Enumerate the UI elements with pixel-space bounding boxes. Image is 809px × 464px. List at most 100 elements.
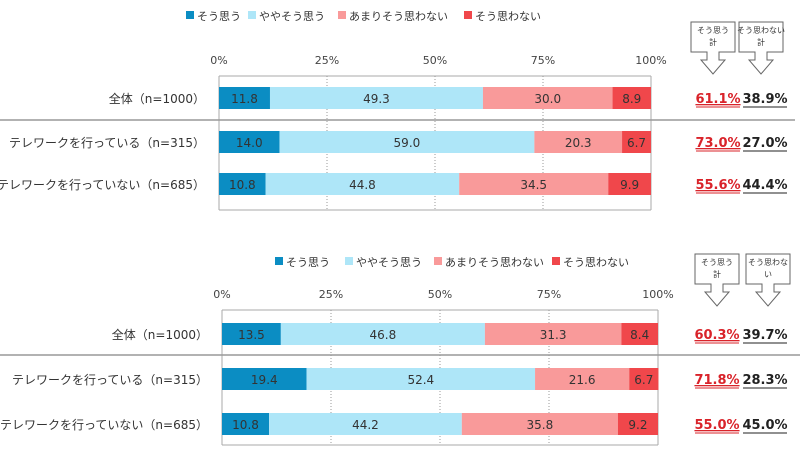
- bar-segment: [279, 131, 535, 153]
- bar-segment: [534, 131, 623, 153]
- summary-header-label: そう思わな: [748, 258, 788, 267]
- x-tick-label: 25%: [315, 54, 339, 67]
- category-label: テレワークを行っていない（n=685）: [0, 178, 205, 192]
- x-tick-label: 25%: [319, 288, 343, 301]
- bar-value-label: 59.0: [394, 136, 421, 150]
- bar-segment: [265, 173, 460, 195]
- down-arrow-callout-icon: [745, 253, 791, 307]
- bar-value-label: 9.2: [628, 418, 647, 432]
- legend-label: あまりそう思わない: [349, 10, 448, 23]
- x-tick-label: 75%: [531, 54, 555, 67]
- summary-header-label: そう思う: [701, 258, 733, 267]
- agree-total-value: 55.6%: [695, 178, 740, 193]
- bar-value-label: 31.3: [540, 328, 567, 342]
- bar-value-label: 10.8: [232, 418, 259, 432]
- bar-segment: [484, 323, 622, 345]
- agree-total-value: 55.0%: [694, 418, 739, 433]
- category-label: 全体（n=1000）: [112, 327, 208, 342]
- category-label: テレワークを行っている（n=315）: [12, 373, 208, 387]
- bar-segment: [219, 87, 270, 109]
- bar-value-label: 14.0: [236, 136, 263, 150]
- bar-segment: [219, 173, 266, 195]
- category-label: 全体（n=1000）: [109, 91, 205, 106]
- bar-segment: [535, 368, 630, 390]
- x-tick-label: 50%: [423, 54, 447, 67]
- bar-segment: [617, 413, 658, 435]
- x-tick-label: 100%: [635, 54, 666, 67]
- disagree-total-value: 38.9%: [742, 92, 787, 107]
- summary-header-label: い: [764, 270, 772, 279]
- bar-value-label: 44.8: [349, 178, 376, 192]
- bar-segment: [461, 413, 618, 435]
- chart-2: そう思う ややそう思う あまりそう思わない そう思わない 0% 25% 50% 75% 100%…: [0, 253, 800, 446]
- bar-segment: [280, 323, 485, 345]
- legend-swatch: [345, 257, 353, 265]
- bar-segment: [222, 323, 281, 345]
- disagree-total-value: 28.3%: [742, 373, 787, 388]
- bar-value-label: 30.0: [534, 92, 561, 106]
- agree-total-value: 71.8%: [694, 373, 739, 388]
- down-arrow-callout-icon: [738, 21, 784, 75]
- down-arrow-callout-icon: [690, 21, 736, 75]
- x-tick-label: 75%: [537, 288, 561, 301]
- bar-value-label: 19.4: [251, 373, 278, 387]
- bar-segment: [482, 87, 613, 109]
- legend-swatch: [434, 257, 442, 265]
- bar-value-label: 8.9: [622, 92, 641, 106]
- bar-value-label: 49.3: [363, 92, 390, 106]
- bar-value-label: 9.9: [620, 178, 639, 192]
- bar-segment: [612, 87, 651, 109]
- legend-swatch: [338, 11, 346, 19]
- disagree-total-value: 27.0%: [742, 136, 787, 151]
- bar-segment: [629, 368, 659, 390]
- bar-value-label: 35.8: [526, 418, 553, 432]
- bar-segment: [222, 413, 270, 435]
- legend-label: そう思わない: [475, 10, 541, 23]
- bar-value-label: 20.3: [565, 136, 592, 150]
- bar-segment: [222, 368, 307, 390]
- bar-value-label: 6.7: [627, 136, 646, 150]
- bar-value-label: 34.5: [520, 178, 547, 192]
- bar-value-label: 8.4: [630, 328, 649, 342]
- legend-label: ややそう思う: [356, 256, 422, 269]
- disagree-total-value: 45.0%: [742, 418, 787, 433]
- summary-header-label: そう思う: [697, 26, 729, 35]
- summary-header-label: 計: [713, 269, 721, 279]
- legend-label: ややそう思う: [259, 10, 325, 23]
- bar-segment: [306, 368, 536, 390]
- agree-total-value: 61.1%: [695, 92, 740, 107]
- bar-value-label: 10.8: [229, 178, 256, 192]
- x-tick-label: 50%: [428, 288, 452, 301]
- bar-segment: [269, 87, 483, 109]
- bar-segment: [219, 131, 280, 153]
- category-label: テレワークを行っている（n=315）: [9, 136, 205, 150]
- bar-value-label: 21.6: [569, 373, 596, 387]
- agree-total-value: 60.3%: [694, 328, 739, 343]
- bar-segment: [459, 173, 609, 195]
- x-tick-label: 0%: [213, 288, 230, 301]
- legend-label: あまりそう思わない: [445, 256, 544, 269]
- bar-value-label: 52.4: [407, 373, 434, 387]
- summary-header-label: 計: [709, 37, 717, 47]
- disagree-total-value: 44.4%: [742, 178, 787, 193]
- bar-value-label: 13.5: [238, 328, 265, 342]
- bar-value-label: 11.8: [231, 92, 258, 106]
- legend-swatch: [186, 11, 194, 19]
- bar-value-label: 6.7: [634, 373, 653, 387]
- legend-swatch: [275, 257, 283, 265]
- bar-segment: [622, 131, 651, 153]
- down-arrow-callout-icon: [694, 253, 740, 307]
- agree-total-value: 73.0%: [695, 136, 740, 151]
- summary-header-label: 計: [757, 37, 765, 47]
- x-tick-label: 0%: [210, 54, 227, 67]
- summary-header-label: そう思わない: [737, 26, 785, 35]
- legend-label: そう思わない: [563, 256, 629, 269]
- category-label: テレワークを行っていない（n=685）: [0, 418, 208, 432]
- bar-segment: [621, 323, 658, 345]
- x-tick-label: 100%: [642, 288, 673, 301]
- legend-label: そう思う: [286, 256, 330, 269]
- bar-segment: [269, 413, 462, 435]
- bar-value-label: 44.2: [352, 418, 379, 432]
